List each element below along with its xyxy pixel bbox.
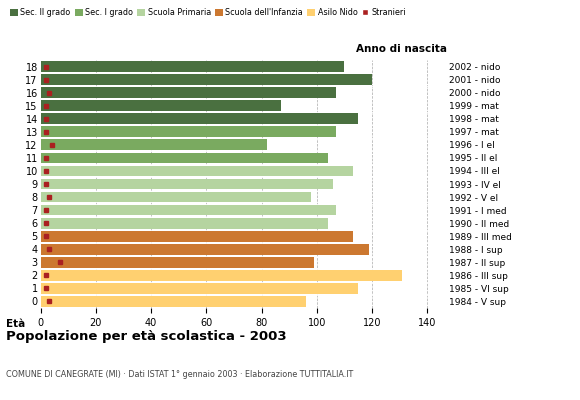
Bar [41, 205, 336, 216]
Bar [41, 283, 358, 294]
Bar [41, 152, 328, 163]
Bar [41, 179, 333, 189]
Bar [41, 218, 328, 228]
Bar [41, 192, 311, 202]
Bar [41, 244, 369, 255]
Text: Età: Età [6, 319, 26, 329]
Bar [41, 87, 336, 98]
Bar [41, 296, 306, 307]
Text: Popolazione per età scolastica - 2003: Popolazione per età scolastica - 2003 [6, 330, 287, 343]
Text: COMUNE DI CANEGRATE (MI) · Dati ISTAT 1° gennaio 2003 · Elaborazione TUTTITALIA.: COMUNE DI CANEGRATE (MI) · Dati ISTAT 1°… [6, 370, 353, 379]
Bar [41, 126, 336, 137]
Legend: Sec. II grado, Sec. I grado, Scuola Primaria, Scuola dell'Infanzia, Asilo Nido, : Sec. II grado, Sec. I grado, Scuola Prim… [10, 8, 407, 17]
Y-axis label: Anno di nascita: Anno di nascita [356, 44, 447, 54]
Bar [41, 257, 314, 268]
Bar [41, 140, 267, 150]
Bar [41, 61, 345, 72]
Bar [41, 270, 403, 281]
Bar [41, 100, 281, 111]
Bar [41, 166, 353, 176]
Bar [41, 113, 358, 124]
Bar [41, 231, 353, 242]
Bar [41, 74, 372, 85]
